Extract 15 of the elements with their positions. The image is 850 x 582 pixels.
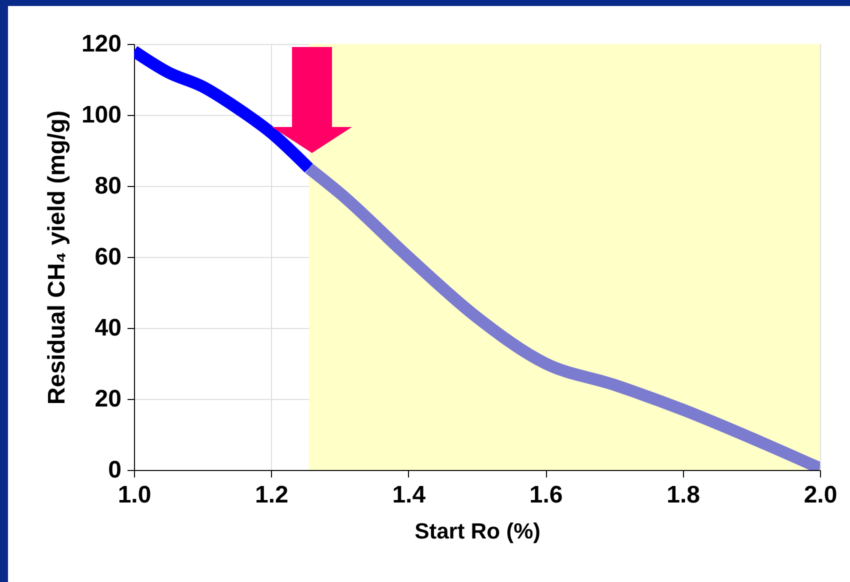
y-tick-label: 20 xyxy=(94,386,122,412)
y-axis-title: Residual CH₄ yield (mg/g) xyxy=(43,110,70,405)
y-tick-label: 100 xyxy=(81,102,122,128)
x-tick-label: 1.2 xyxy=(255,482,288,508)
y-tick-label: 60 xyxy=(94,244,122,270)
y-tick-label: 40 xyxy=(94,314,122,342)
y-tick-label: 0 xyxy=(108,456,122,484)
x-tick-label: 2.0 xyxy=(804,482,838,508)
x-tick-label: 1.8 xyxy=(666,482,700,508)
x-tick-label: 1.6 xyxy=(529,482,563,508)
y-tick-label: 120 xyxy=(81,30,122,58)
x-axis-title: Start Ro (%) xyxy=(414,518,540,544)
y-tick-label: 80 xyxy=(94,172,122,200)
x-tick-label: 1.4 xyxy=(392,482,426,508)
x-tick-label: 1.0 xyxy=(118,482,152,508)
